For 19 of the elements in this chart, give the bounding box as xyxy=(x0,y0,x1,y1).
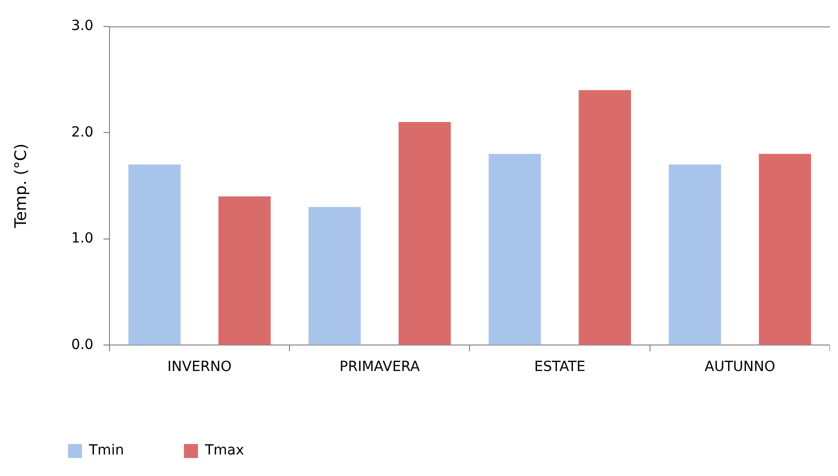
bar xyxy=(308,207,361,345)
legend-label: Tmin xyxy=(88,442,124,459)
y-tick-label: 0.0 xyxy=(71,336,94,353)
bar xyxy=(218,196,271,345)
y-tick-label: 2.0 xyxy=(71,124,94,140)
x-tick-label: INVERNO xyxy=(167,359,232,376)
bar xyxy=(128,164,181,345)
bar xyxy=(578,90,631,345)
x-tick-label: ESTATE xyxy=(534,359,586,376)
y-tick-label: 3.0 xyxy=(71,18,94,34)
y-tick-label: 1.0 xyxy=(71,230,94,247)
legend-label: Tmax xyxy=(204,442,244,459)
bar xyxy=(758,154,812,345)
x-tick-label: PRIMAVERA xyxy=(340,359,420,376)
bar xyxy=(668,164,722,345)
bar xyxy=(488,154,541,345)
y-axis-title: Temp. (°C) xyxy=(10,144,30,230)
bar xyxy=(398,122,451,345)
x-tick-label: AUTUNNO xyxy=(704,359,776,376)
